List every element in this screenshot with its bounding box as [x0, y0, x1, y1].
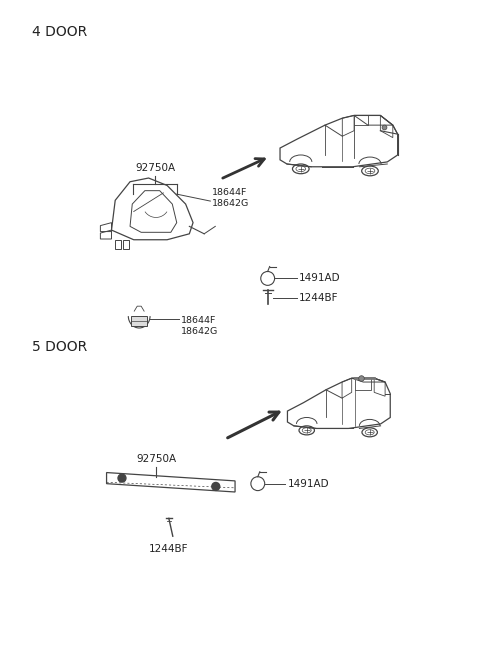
Circle shape [118, 474, 126, 482]
Text: 1244BF: 1244BF [149, 544, 189, 554]
Text: 4 DOOR: 4 DOOR [33, 25, 88, 39]
Text: 92750A: 92750A [135, 163, 175, 174]
Bar [131, 316, 147, 326]
Circle shape [212, 483, 220, 491]
Text: 1491AD: 1491AD [288, 479, 329, 489]
Text: 5 DOOR: 5 DOOR [33, 340, 88, 354]
Text: 92750A: 92750A [136, 454, 176, 464]
Text: 1244BF: 1244BF [300, 293, 339, 303]
Text: 1491AD: 1491AD [300, 273, 341, 284]
Text: 18644F
18642G: 18644F 18642G [180, 316, 218, 336]
Text: 18644F
18642G: 18644F 18642G [212, 188, 250, 208]
